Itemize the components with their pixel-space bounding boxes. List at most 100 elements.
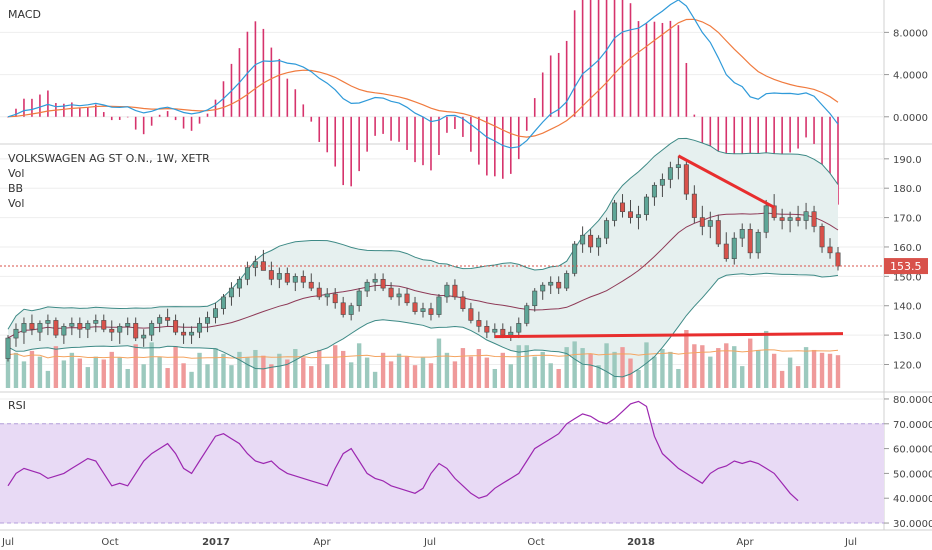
volume-bar — [779, 370, 785, 388]
rsi-pane — [0, 400, 884, 524]
axis-tick-label: 120.0 — [893, 360, 922, 371]
macd-histogram-bar — [645, 23, 648, 117]
volume-bar — [149, 342, 154, 388]
volume-bar — [516, 345, 521, 388]
candle-body — [723, 243, 729, 260]
macd-label: MACD — [8, 8, 41, 21]
volume-bar — [317, 349, 322, 388]
macd-signal-line — [7, 18, 839, 138]
time-axis-label: Apr — [313, 537, 331, 548]
candle-body — [492, 328, 498, 333]
candle-body — [348, 305, 354, 315]
macd-histogram-bar — [773, 116, 775, 171]
candle-body — [779, 217, 785, 221]
volume-bar — [53, 346, 59, 388]
volume-bar — [684, 330, 689, 388]
macd-histogram-bar — [502, 116, 504, 179]
volume-bar — [85, 367, 91, 388]
volume-bar — [604, 343, 609, 388]
macd-histogram-bar — [134, 116, 137, 130]
candle-body — [109, 328, 115, 333]
macd-pane — [7, 0, 839, 253]
macd-histogram-bar — [478, 116, 480, 165]
time-axis-label: Apr — [736, 537, 754, 548]
candle-body — [739, 229, 745, 239]
volume-bar — [660, 349, 665, 388]
volume-bar — [157, 356, 162, 388]
volume-bar — [269, 364, 274, 388]
volume-bar — [21, 361, 27, 388]
candle-body — [396, 293, 402, 298]
candle-body — [532, 290, 538, 307]
candle-body — [412, 302, 418, 312]
volume-bar — [117, 357, 122, 388]
candle-body — [707, 220, 713, 227]
candle-body — [452, 284, 458, 298]
candle-body — [340, 302, 346, 315]
macd-histogram-bar — [286, 78, 289, 117]
macd-histogram-bar — [685, 62, 688, 117]
macd-histogram-bar — [637, 21, 640, 117]
volume-bar — [45, 370, 51, 388]
candle-body — [444, 284, 450, 298]
macd-histogram-bar — [629, 3, 632, 117]
volume-bar — [460, 348, 466, 388]
macd-histogram-bar — [414, 116, 416, 163]
bb-label: BB — [8, 182, 23, 195]
volume-bar — [580, 348, 585, 388]
price-pane — [0, 137, 884, 388]
axis-tick-label: 8.0000 — [893, 28, 928, 39]
macd-histogram-bar — [821, 116, 823, 167]
candle-body — [763, 205, 769, 233]
macd-histogram-bar — [31, 98, 33, 117]
macd-histogram-bar — [789, 116, 791, 153]
candle-body — [244, 267, 250, 280]
candle-body — [731, 237, 737, 260]
macd-histogram-bar — [310, 116, 313, 122]
candle-body — [675, 164, 681, 168]
candle-body — [540, 284, 546, 292]
time-axis-label: Oct — [101, 537, 118, 548]
axis-tick-label: 130.0 — [893, 331, 922, 342]
candle-body — [165, 317, 171, 321]
volume-bar — [229, 365, 234, 388]
candle-body — [476, 320, 482, 327]
macd-histogram-bar — [565, 40, 568, 117]
macd-histogram-bar — [382, 116, 384, 134]
volume-bar — [732, 346, 737, 388]
macd-histogram-bar — [110, 116, 113, 121]
volume-bar — [636, 369, 641, 388]
volume-bar — [835, 355, 841, 388]
macd-histogram-bar — [15, 108, 17, 117]
volume-bar — [492, 368, 498, 388]
candle-body — [795, 217, 801, 221]
macd-histogram-bar — [494, 116, 496, 177]
macd-histogram-bar — [334, 116, 337, 167]
macd-histogram-bar — [198, 116, 201, 124]
last-price-value: 153.5 — [890, 260, 922, 273]
macd-histogram-bar — [581, 0, 584, 117]
candle-body — [181, 331, 187, 336]
volume-bar — [428, 363, 434, 388]
candle-body — [803, 211, 809, 221]
macd-histogram-bar — [174, 116, 177, 121]
candle-body — [5, 337, 11, 359]
candle-body — [604, 220, 610, 239]
candle-body — [420, 308, 426, 312]
volume-bar — [556, 368, 561, 388]
candle-body — [356, 290, 362, 307]
macd-histogram-bar — [701, 116, 704, 159]
candle-body — [284, 273, 290, 283]
volume-bar — [755, 349, 761, 388]
candle-body — [197, 323, 203, 333]
macd-histogram-bar — [326, 116, 329, 153]
candle-body — [755, 231, 761, 254]
rsi-label: RSI — [8, 399, 26, 412]
macd-histogram-bar — [254, 21, 257, 117]
candle-body — [37, 323, 43, 333]
volume-bar — [436, 338, 442, 388]
axis-tick-label: 190.0 — [893, 155, 922, 166]
axis-tick-label: 4.0000 — [893, 71, 928, 82]
volume-bar — [13, 352, 19, 388]
volume-bar — [325, 364, 330, 388]
